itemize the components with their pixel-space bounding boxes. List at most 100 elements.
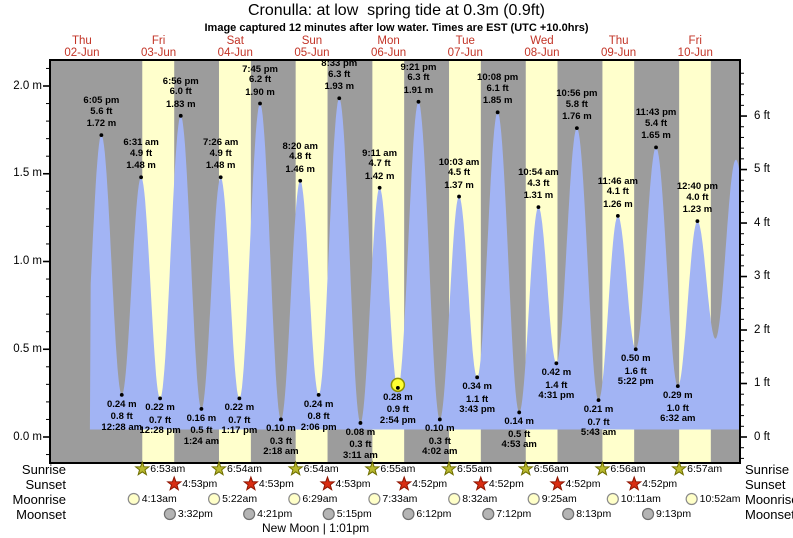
sunrise-time: 6:54am — [303, 463, 339, 475]
sunrise-star-icon — [441, 460, 458, 476]
moonrise-circle-icon — [448, 492, 461, 506]
moonset-circle-icon — [163, 507, 176, 521]
tide-label-low: 0.50 m 1.6 ft 5:22 pm — [617, 353, 654, 388]
tide-point — [437, 417, 442, 422]
tide-label-high: 10:56 pm 5.8 ft 1.76 m — [556, 88, 598, 123]
moonset-circle-icon — [641, 507, 655, 521]
sunset-row-label-left: Sunset — [25, 477, 66, 492]
y-axis-label-ft: 0 ft — [754, 430, 770, 443]
moonset-circle-icon — [322, 507, 335, 521]
sunrise-star-icon — [517, 460, 534, 476]
moonrise-circle-icon — [606, 492, 619, 506]
sunrise-star-icon — [364, 460, 381, 476]
day-header: Mon 06-Jun — [371, 35, 407, 59]
day-header: Wed 08-Jun — [524, 35, 560, 59]
moonrise-time: 10:11am — [620, 493, 661, 505]
tide-label-high: 10:08 pm 6.1 ft 1.85 m — [477, 72, 519, 107]
moonrise-time: 9:25am — [541, 493, 577, 505]
moonrise-time: 6:29am — [302, 493, 338, 505]
tide-label-low: 0.29 m 1.0 ft 6:32 am — [660, 390, 696, 425]
moonset-time: 5:15pm — [336, 508, 372, 520]
sunrise-star-icon — [671, 460, 688, 476]
tide-label-low: 0.22 m 0.7 ft 12:28 pm — [139, 402, 181, 437]
tide-label-low: 0.24 m 0.8 ft 12:28 am — [101, 398, 143, 433]
tide-label-high: 10:54 am 4.3 ft 1.31 m — [518, 167, 559, 202]
tide-label-low: 0.08 m 0.3 ft 3:11 am — [343, 426, 378, 461]
tide-point — [298, 178, 303, 183]
sunrise-star-icon — [134, 460, 151, 476]
y-axis-label-ft: 6 ft — [754, 109, 770, 122]
y-axis-label-m: 0.0 m — [13, 430, 42, 443]
y-axis-label-ft: 3 ft — [754, 270, 770, 283]
sunset-time: 4:53pm — [258, 478, 294, 490]
tide-point — [395, 385, 400, 390]
moonset-circle-icon — [243, 507, 256, 521]
tide-point — [337, 96, 342, 101]
moonset-time: 6:12pm — [416, 508, 452, 520]
tide-label-high: 6:56 pm 6.0 ft 1.83 m — [162, 75, 199, 110]
moonrise-row-label-left: Moonrise — [12, 492, 66, 507]
sunset-time: 4:53pm — [182, 478, 218, 490]
moonset-time: 4:21pm — [257, 508, 293, 520]
tide-label-high: 7:45 pm 6.2 ft 1.90 m — [242, 63, 278, 98]
y-axis-label-m: 2.0 m — [13, 79, 42, 92]
sunset-star-icon — [396, 475, 413, 491]
tide-point — [279, 417, 283, 422]
sunset-star-icon — [319, 475, 336, 491]
tide-point — [377, 185, 382, 190]
y-axis-label-ft: 4 ft — [754, 216, 770, 229]
moonset-circle-icon — [562, 507, 575, 521]
sunset-time: 4:53pm — [335, 478, 371, 490]
tide-point — [237, 396, 242, 401]
sunset-star-icon — [472, 475, 489, 491]
tide-label-low: 0.24 m 0.8 ft 2:06 pm — [300, 398, 337, 433]
sunset-time: 4:52pm — [488, 478, 524, 490]
day-header: Thu 09-Jun — [601, 35, 637, 59]
moonset-circle-icon — [482, 507, 495, 521]
sunrise-time: 6:55am — [380, 463, 416, 475]
tide-point — [457, 194, 461, 199]
tide-label-low: 0.10 m 0.3 ft 2:18 am — [263, 423, 299, 458]
moonrise-circle-icon — [207, 492, 221, 506]
tide-point — [416, 99, 421, 104]
current-tide-marker — [390, 377, 406, 393]
tide-label-high: 10:03 am 4.5 ft 1.37 m — [438, 156, 480, 191]
tide-label-high: 6:31 am 4.9 ft 1.48 m — [123, 137, 159, 172]
tide-point — [316, 392, 321, 397]
tide-point — [633, 347, 638, 352]
moonrise-circle-icon — [127, 492, 140, 506]
tide-label-high: 12:40 pm 4.0 ft 1.23 m — [676, 181, 718, 216]
tide-point — [139, 175, 143, 180]
y-axis-label-ft: 1 ft — [754, 377, 770, 389]
moonrise-circle-icon — [527, 492, 540, 506]
moonset-row-label-right: Moonset — [745, 507, 793, 522]
sunset-star-icon — [626, 475, 643, 491]
y-axis-label-m: 1.0 m — [13, 255, 42, 267]
tide-point — [178, 113, 183, 118]
tide-label-low: 0.34 m 1.1 ft 3:43 pm — [459, 381, 496, 416]
tide-point — [517, 410, 522, 415]
tide-label-high: 7:26 am 4.9 ft 1.48 m — [202, 137, 239, 172]
moonrise-time: 7:33am — [382, 493, 418, 505]
tide-label-high: 8:20 am 4.8 ft 1.46 m — [282, 140, 318, 175]
day-header: Sat 04-Jun — [217, 35, 253, 59]
sunrise-time: 6:56am — [610, 463, 646, 475]
y-axis-label-m: 1.5 m — [13, 167, 42, 180]
tide-label-low: 0.10 m 0.3 ft 4:02 am — [422, 423, 458, 458]
tide-point — [199, 407, 204, 411]
moonrise-time: 5:22am — [222, 493, 258, 505]
sunrise-star-icon — [594, 460, 611, 476]
tide-point — [158, 396, 163, 401]
sunset-time: 4:52pm — [565, 478, 601, 490]
sunset-star-icon — [166, 475, 183, 491]
sunrise-time: 6:56am — [533, 463, 569, 475]
tide-point — [119, 392, 124, 397]
day-header: Fri 10-Jun — [677, 35, 713, 59]
moonrise-circle-icon — [685, 492, 698, 506]
new-moon-label: New Moon | 1:01pm — [262, 521, 370, 535]
day-header: Sun 05-Jun — [294, 35, 330, 59]
tide-label-high: 8:33 pm 6.3 ft 1.93 m — [321, 58, 358, 93]
tide-curve-area — [89, 98, 740, 430]
sunset-time: 4:52pm — [642, 478, 678, 490]
chart-subtitle: Image captured 12 minutes after low wate… — [204, 22, 589, 34]
